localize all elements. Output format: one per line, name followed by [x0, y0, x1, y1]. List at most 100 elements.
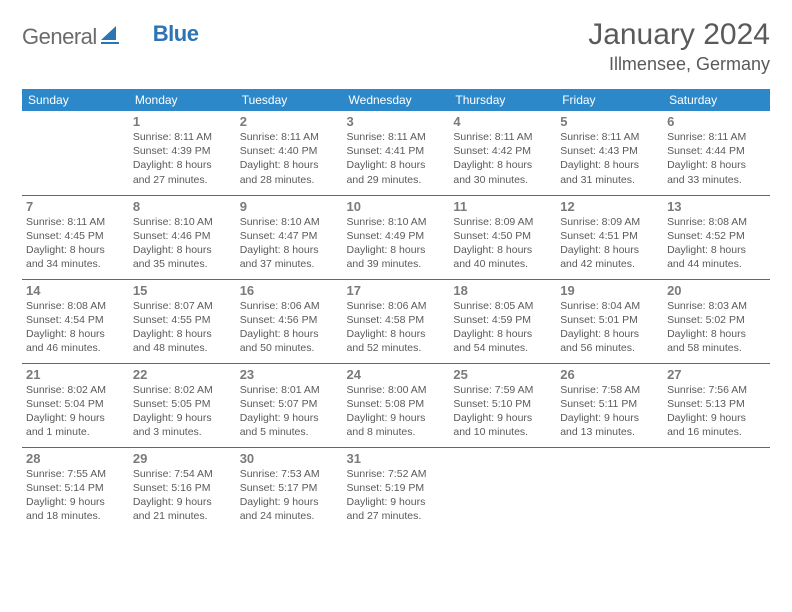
daylight-text: Daylight: 8 hours — [26, 327, 125, 341]
weekday-header: Saturday — [663, 89, 770, 111]
sunrise-text: Sunrise: 8:02 AM — [26, 383, 125, 397]
daylight-text: Daylight: 8 hours — [453, 158, 552, 172]
daylight-text: and 10 minutes. — [453, 425, 552, 439]
day-number: 4 — [453, 114, 552, 129]
day-info: Sunrise: 8:04 AMSunset: 5:01 PMDaylight:… — [560, 299, 659, 356]
daylight-text: and 30 minutes. — [453, 173, 552, 187]
weekday-header-row: Sunday Monday Tuesday Wednesday Thursday… — [22, 89, 770, 111]
sunset-text: Sunset: 5:17 PM — [240, 481, 339, 495]
daylight-text: Daylight: 8 hours — [347, 243, 446, 257]
daylight-text: Daylight: 8 hours — [240, 243, 339, 257]
day-info: Sunrise: 8:09 AMSunset: 4:51 PMDaylight:… — [560, 215, 659, 272]
daylight-text: Daylight: 8 hours — [240, 158, 339, 172]
calendar-cell: 3Sunrise: 8:11 AMSunset: 4:41 PMDaylight… — [343, 111, 450, 195]
sunset-text: Sunset: 4:43 PM — [560, 144, 659, 158]
daylight-text: Daylight: 8 hours — [453, 243, 552, 257]
sunset-text: Sunset: 4:41 PM — [347, 144, 446, 158]
sunrise-text: Sunrise: 8:07 AM — [133, 299, 232, 313]
title-block: January 2024 Illmensee, Germany — [588, 18, 770, 75]
day-number: 8 — [133, 199, 232, 214]
daylight-text: Daylight: 9 hours — [133, 495, 232, 509]
weekday-header: Wednesday — [343, 89, 450, 111]
day-number: 9 — [240, 199, 339, 214]
daylight-text: and 37 minutes. — [240, 257, 339, 271]
calendar-cell: 25Sunrise: 7:59 AMSunset: 5:10 PMDayligh… — [449, 363, 556, 447]
daylight-text: Daylight: 8 hours — [667, 327, 766, 341]
brand-part2: Blue — [153, 21, 199, 47]
sunrise-text: Sunrise: 7:58 AM — [560, 383, 659, 397]
day-number: 21 — [26, 367, 125, 382]
sunset-text: Sunset: 5:05 PM — [133, 397, 232, 411]
day-info: Sunrise: 7:52 AMSunset: 5:19 PMDaylight:… — [347, 467, 446, 524]
day-number: 12 — [560, 199, 659, 214]
day-info: Sunrise: 7:56 AMSunset: 5:13 PMDaylight:… — [667, 383, 766, 440]
daylight-text: and 46 minutes. — [26, 341, 125, 355]
day-number: 16 — [240, 283, 339, 298]
weekday-header: Friday — [556, 89, 663, 111]
calendar-cell — [556, 447, 663, 531]
sunrise-text: Sunrise: 7:53 AM — [240, 467, 339, 481]
day-number: 29 — [133, 451, 232, 466]
day-number: 26 — [560, 367, 659, 382]
day-number: 25 — [453, 367, 552, 382]
sunrise-text: Sunrise: 7:55 AM — [26, 467, 125, 481]
sunset-text: Sunset: 4:56 PM — [240, 313, 339, 327]
month-title: January 2024 — [588, 18, 770, 52]
brand-part1: General — [22, 24, 97, 50]
daylight-text: Daylight: 8 hours — [667, 158, 766, 172]
daylight-text: Daylight: 8 hours — [453, 327, 552, 341]
sunset-text: Sunset: 5:01 PM — [560, 313, 659, 327]
calendar-row: 14Sunrise: 8:08 AMSunset: 4:54 PMDayligh… — [22, 279, 770, 363]
day-number: 14 — [26, 283, 125, 298]
calendar-cell: 5Sunrise: 8:11 AMSunset: 4:43 PMDaylight… — [556, 111, 663, 195]
sunrise-text: Sunrise: 8:08 AM — [26, 299, 125, 313]
daylight-text: and 21 minutes. — [133, 509, 232, 523]
sunset-text: Sunset: 4:46 PM — [133, 229, 232, 243]
daylight-text: and 34 minutes. — [26, 257, 125, 271]
day-number: 28 — [26, 451, 125, 466]
day-number: 6 — [667, 114, 766, 129]
sunset-text: Sunset: 5:13 PM — [667, 397, 766, 411]
daylight-text: and 5 minutes. — [240, 425, 339, 439]
sunset-text: Sunset: 4:45 PM — [26, 229, 125, 243]
sunrise-text: Sunrise: 8:11 AM — [560, 130, 659, 144]
calendar-cell: 28Sunrise: 7:55 AMSunset: 5:14 PMDayligh… — [22, 447, 129, 531]
sunrise-text: Sunrise: 8:09 AM — [560, 215, 659, 229]
day-number: 24 — [347, 367, 446, 382]
daylight-text: and 24 minutes. — [240, 509, 339, 523]
sail-icon — [101, 26, 121, 49]
day-number: 22 — [133, 367, 232, 382]
sunrise-text: Sunrise: 8:03 AM — [667, 299, 766, 313]
daylight-text: Daylight: 8 hours — [240, 327, 339, 341]
sunrise-text: Sunrise: 8:11 AM — [133, 130, 232, 144]
daylight-text: Daylight: 8 hours — [347, 158, 446, 172]
sunrise-text: Sunrise: 8:11 AM — [240, 130, 339, 144]
daylight-text: Daylight: 9 hours — [26, 411, 125, 425]
day-number: 15 — [133, 283, 232, 298]
daylight-text: Daylight: 9 hours — [347, 495, 446, 509]
calendar-row: 1Sunrise: 8:11 AMSunset: 4:39 PMDaylight… — [22, 111, 770, 195]
calendar-cell: 6Sunrise: 8:11 AMSunset: 4:44 PMDaylight… — [663, 111, 770, 195]
sunrise-text: Sunrise: 7:52 AM — [347, 467, 446, 481]
sunset-text: Sunset: 4:55 PM — [133, 313, 232, 327]
sunset-text: Sunset: 5:04 PM — [26, 397, 125, 411]
day-info: Sunrise: 8:11 AMSunset: 4:42 PMDaylight:… — [453, 130, 552, 187]
sunset-text: Sunset: 5:16 PM — [133, 481, 232, 495]
sunset-text: Sunset: 5:08 PM — [347, 397, 446, 411]
sunset-text: Sunset: 4:51 PM — [560, 229, 659, 243]
daylight-text: and 18 minutes. — [26, 509, 125, 523]
day-info: Sunrise: 8:10 AMSunset: 4:47 PMDaylight:… — [240, 215, 339, 272]
day-info: Sunrise: 7:55 AMSunset: 5:14 PMDaylight:… — [26, 467, 125, 524]
day-info: Sunrise: 8:06 AMSunset: 4:58 PMDaylight:… — [347, 299, 446, 356]
weekday-header: Tuesday — [236, 89, 343, 111]
day-info: Sunrise: 7:54 AMSunset: 5:16 PMDaylight:… — [133, 467, 232, 524]
day-info: Sunrise: 8:05 AMSunset: 4:59 PMDaylight:… — [453, 299, 552, 356]
calendar-cell: 7Sunrise: 8:11 AMSunset: 4:45 PMDaylight… — [22, 195, 129, 279]
sunset-text: Sunset: 4:58 PM — [347, 313, 446, 327]
sunrise-text: Sunrise: 8:10 AM — [133, 215, 232, 229]
sunrise-text: Sunrise: 8:06 AM — [347, 299, 446, 313]
sunrise-text: Sunrise: 8:11 AM — [667, 130, 766, 144]
calendar-cell — [449, 447, 556, 531]
daylight-text: Daylight: 8 hours — [667, 243, 766, 257]
sunrise-text: Sunrise: 7:54 AM — [133, 467, 232, 481]
